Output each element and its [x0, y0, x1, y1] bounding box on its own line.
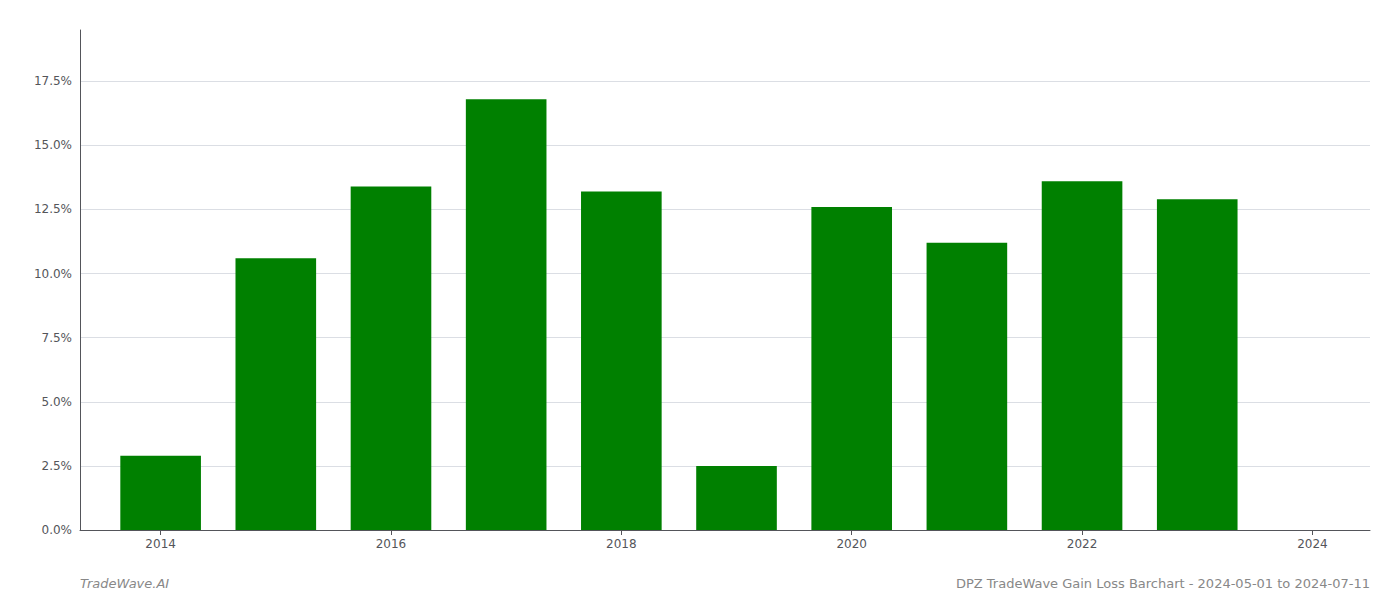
svg-text:2.5%: 2.5% [42, 459, 73, 473]
svg-text:2014: 2014 [145, 537, 176, 551]
svg-text:17.5%: 17.5% [34, 74, 72, 88]
svg-text:2018: 2018 [606, 537, 637, 551]
svg-text:2022: 2022 [1067, 537, 1098, 551]
svg-text:10.0%: 10.0% [34, 267, 72, 281]
svg-text:15.0%: 15.0% [34, 138, 72, 152]
svg-text:0.0%: 0.0% [42, 523, 73, 537]
svg-text:DPZ TradeWave Gain Loss Barcha: DPZ TradeWave Gain Loss Barchart - 2024-… [956, 576, 1370, 591]
svg-text:2024: 2024 [1297, 537, 1328, 551]
svg-text:2016: 2016 [376, 537, 407, 551]
svg-text:7.5%: 7.5% [42, 331, 73, 345]
svg-text:TradeWave.AI: TradeWave.AI [80, 576, 169, 591]
svg-text:2020: 2020 [836, 537, 867, 551]
svg-text:12.5%: 12.5% [34, 202, 72, 216]
svg-text:5.0%: 5.0% [42, 395, 73, 409]
